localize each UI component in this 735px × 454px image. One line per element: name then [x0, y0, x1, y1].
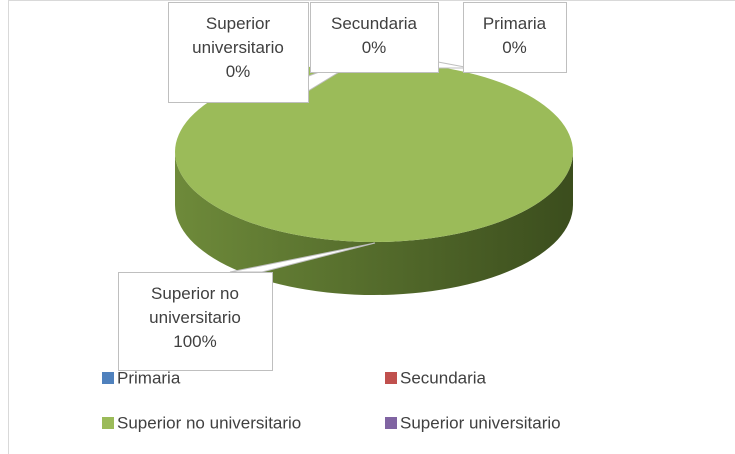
legend-label: Primaria: [117, 368, 181, 387]
legend-swatch: [102, 372, 114, 384]
data-label: Secundaria 0%: [310, 12, 438, 60]
data-label-box: [118, 272, 273, 371]
data-label-category: Superior universitario: [192, 14, 284, 57]
data-label-category: Secundaria: [330, 14, 417, 33]
data-label-value: 0%: [361, 38, 387, 57]
data-label-value: 0%: [502, 38, 527, 57]
data-label-text: Secundaria 0%: [310, 12, 438, 60]
data-label-value: 0%: [225, 62, 251, 81]
pie: [175, 62, 573, 295]
data-label-text: Superior no universitario 100%: [118, 282, 272, 354]
data-label-box: [463, 2, 567, 73]
legend-label: Superior universitario: [400, 413, 561, 432]
data-label-box: [168, 2, 309, 103]
data-label-text: Superior universitario 0%: [168, 12, 308, 84]
data-label: Superior universitario 0%: [168, 12, 308, 84]
data-label: Superior no universitario 100%: [118, 282, 272, 354]
data-label-value: 100%: [173, 332, 217, 351]
data-label-text: Primaria 0%: [463, 12, 566, 60]
data-labels: Primaria 0% Secundaria 0% Superior no univer…: [118, 2, 567, 371]
legend: Primaria Secundaria Superior no universita…: [102, 368, 561, 432]
legend-label: Superior no universitario: [117, 413, 301, 432]
data-label: Primaria 0%: [463, 12, 566, 60]
pie-slice-side: [175, 152, 573, 295]
data-label-box: [310, 2, 439, 73]
legend-label: Secundaria: [400, 368, 487, 387]
pie-slice: [175, 62, 573, 242]
legend-swatch: [385, 417, 397, 429]
legend-swatch: [385, 372, 397, 384]
data-label-category: Primaria: [482, 14, 547, 33]
chart-border: [8, 0, 735, 454]
data-label-category: Superior no universitario: [149, 284, 241, 327]
legend-swatch: [102, 417, 114, 429]
